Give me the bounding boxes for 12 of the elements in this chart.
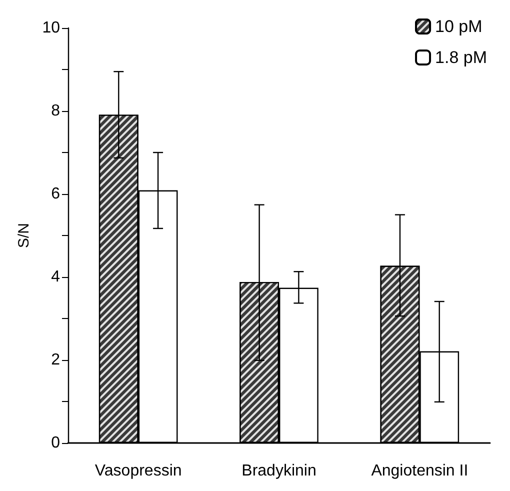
y-axis-title: S/N bbox=[15, 222, 32, 248]
y-tick-label: 6 bbox=[51, 186, 60, 202]
y-tick-label: 10 bbox=[42, 20, 60, 36]
y-tick-label: 8 bbox=[51, 102, 60, 120]
legend-label: 1.8 pM bbox=[435, 48, 488, 67]
x-tick-label: Vasopressin bbox=[94, 462, 182, 480]
x-tick-label: Angiotensin II bbox=[371, 462, 468, 480]
y-tick-label: 0 bbox=[51, 434, 60, 452]
x-tick-label: Bradykinin bbox=[242, 462, 316, 480]
y-tick-label: 2 bbox=[51, 352, 60, 368]
y-tick-label: 4 bbox=[51, 268, 60, 286]
legend-label: 10 pM bbox=[435, 17, 482, 36]
